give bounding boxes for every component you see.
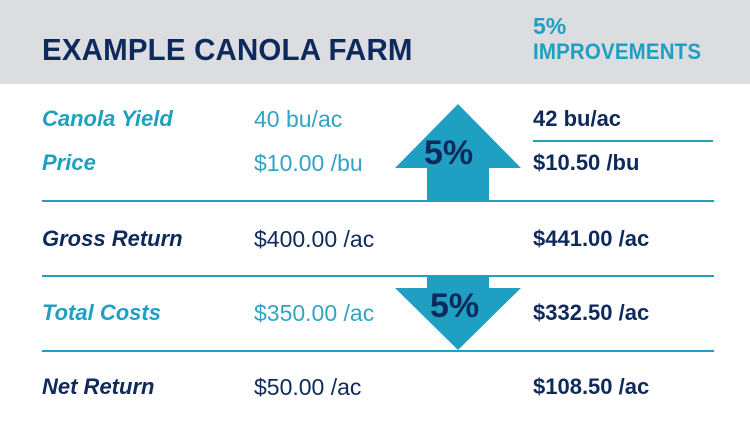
row-label-canola-yield: Canola Yield (42, 106, 173, 131)
page-title: EXAMPLE CANOLA FARM (42, 32, 413, 67)
up-arrow-icon (395, 104, 521, 202)
row-current-net-return: $50.00 /ac (254, 374, 362, 400)
row-current-canola-yield: 40 bu/ac (254, 106, 343, 132)
down-arrow-icon (395, 276, 521, 350)
row-improved-total-costs: $332.50 /ac (533, 300, 650, 325)
header-band (0, 0, 750, 84)
row-current-gross-return: $400.00 /ac (254, 226, 375, 252)
row-label-net-return: Net Return (42, 374, 155, 399)
row-divider (533, 140, 713, 142)
row-improved-gross-return: $441.00 /ac (533, 226, 650, 251)
improvements-heading: 5% IMPROVEMENTS (533, 13, 714, 64)
row-current-price: $10.00 /bu (254, 150, 363, 176)
down-arrow-label: 5% (430, 287, 480, 325)
improvements-label: IMPROVEMENTS (533, 38, 702, 64)
row-improved-net-return: $108.50 /ac (533, 374, 650, 399)
row-improved-price: $10.50 /bu (533, 150, 640, 175)
row-label-price: Price (42, 150, 96, 175)
row-divider (42, 200, 714, 202)
row-divider (42, 275, 714, 277)
row-label-total-costs: Total Costs (42, 300, 161, 325)
row-divider (42, 350, 714, 352)
row-current-total-costs: $350.00 /ac (254, 300, 375, 326)
up-arrow-label: 5% (424, 134, 474, 172)
row-improved-canola-yield: 42 bu/ac (533, 106, 622, 131)
row-label-gross-return: Gross Return (42, 226, 183, 251)
improvements-percent: 5% (533, 13, 567, 39)
